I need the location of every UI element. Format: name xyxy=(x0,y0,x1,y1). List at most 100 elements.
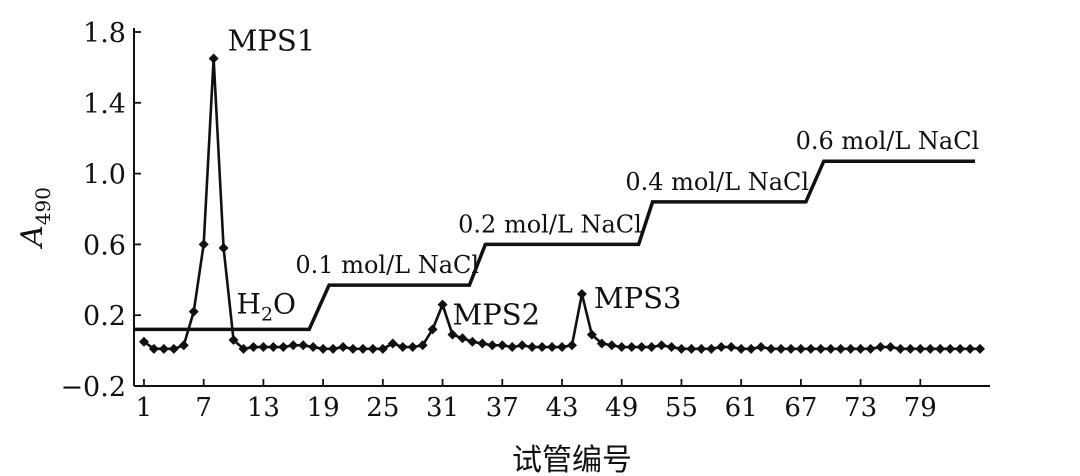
data-point xyxy=(198,239,209,250)
data-point xyxy=(766,343,777,354)
x-tick-label: 43 xyxy=(545,393,578,423)
x-tick-label: 19 xyxy=(307,393,340,423)
data-point xyxy=(467,336,478,347)
x-tick-label: 1 xyxy=(136,393,153,423)
data-point xyxy=(168,343,179,354)
absorbance-series xyxy=(138,53,986,354)
data-point xyxy=(785,343,796,354)
elution-step-path xyxy=(134,159,976,332)
x-tick-label: 7 xyxy=(195,393,212,423)
data-point xyxy=(885,342,896,353)
data-point xyxy=(158,343,169,354)
data-point xyxy=(696,343,707,354)
step-label-nacl: 0.4 mol/L NaCl xyxy=(625,168,809,196)
data-point xyxy=(347,343,358,354)
step-label-water-sub: 2 xyxy=(261,303,273,325)
x-tick-label: 49 xyxy=(605,393,638,423)
data-point xyxy=(417,340,428,351)
x-axis-label: 试管编号 xyxy=(512,443,632,476)
step-label-nacl: 0.1 mol/L NaCl xyxy=(295,251,479,279)
data-point xyxy=(258,342,269,353)
step-label-water-suffix: O xyxy=(273,287,296,320)
data-point xyxy=(268,342,279,353)
y-tick-label: 1.4 xyxy=(83,89,126,120)
chart-labels: H2O 0.1 mol/L NaCl 0.2 mol/L NaCl 0.4 mol/L… xyxy=(228,24,980,332)
data-point xyxy=(367,343,378,354)
data-point xyxy=(566,340,577,351)
data-point xyxy=(288,340,299,351)
data-point xyxy=(437,299,448,310)
y-tick-label: 0.2 xyxy=(83,301,126,332)
data-point xyxy=(557,342,567,353)
data-point xyxy=(825,343,836,354)
data-point xyxy=(895,343,906,354)
y-tick-label: 1.8 xyxy=(83,18,126,49)
x-tick-label: 37 xyxy=(486,393,519,423)
y-axis-label-main: A xyxy=(15,225,50,250)
step-label-nacl: 0.2 mol/L NaCl xyxy=(458,210,642,238)
data-point xyxy=(746,343,757,354)
x-tick-label: 61 xyxy=(725,393,758,423)
data-point xyxy=(527,342,538,353)
data-point xyxy=(646,342,657,353)
data-point xyxy=(775,343,786,354)
data-point xyxy=(248,342,259,353)
data-point xyxy=(855,343,866,354)
data-point xyxy=(387,338,398,349)
step-label-water: H2O xyxy=(237,287,296,325)
data-point xyxy=(377,343,388,354)
peak-label: MPS3 xyxy=(594,281,682,315)
data-point xyxy=(915,343,926,354)
data-point xyxy=(716,342,727,353)
data-point xyxy=(328,343,339,354)
data-point xyxy=(278,342,289,353)
peak-label: MPS2 xyxy=(453,298,541,332)
data-point xyxy=(925,343,936,354)
data-point xyxy=(726,342,737,353)
data-point xyxy=(178,340,189,351)
peak-label: MPS1 xyxy=(228,24,316,58)
data-point xyxy=(626,342,637,353)
data-point xyxy=(586,329,597,340)
x-tick-label: 13 xyxy=(247,393,280,423)
data-point xyxy=(835,343,846,354)
data-point xyxy=(238,343,249,354)
data-point xyxy=(706,343,717,354)
data-point xyxy=(407,342,418,353)
data-point xyxy=(875,342,886,353)
data-point xyxy=(616,342,627,353)
step-label-nacl: 0.6 mol/L NaCl xyxy=(796,127,980,155)
y-axis-label: A490 xyxy=(15,187,55,250)
x-tick-label: 25 xyxy=(366,393,399,423)
data-point xyxy=(507,342,518,353)
y-tick-label: −0.2 xyxy=(60,372,126,403)
data-point xyxy=(965,343,976,354)
data-point xyxy=(736,343,747,354)
data-point xyxy=(805,343,816,354)
data-point xyxy=(795,343,806,354)
data-point xyxy=(905,343,916,354)
data-point xyxy=(676,343,687,354)
data-point xyxy=(138,336,149,347)
data-point xyxy=(975,343,986,354)
data-point xyxy=(935,343,946,354)
y-axis-label-sub: 490 xyxy=(31,187,55,225)
data-point xyxy=(815,343,826,354)
data-point xyxy=(457,333,468,344)
data-point xyxy=(447,329,458,340)
data-point xyxy=(537,342,548,353)
data-point xyxy=(656,340,667,351)
data-point xyxy=(338,342,349,353)
data-point xyxy=(517,340,528,351)
y-tick-label: 1.0 xyxy=(83,160,126,191)
data-point xyxy=(188,306,199,317)
x-tick-label: 73 xyxy=(844,393,877,423)
step-label-water-main: H xyxy=(237,287,261,320)
data-point xyxy=(845,343,856,354)
axes: −0.2 0.2 0.6 1.0 1.4 1.8 1 7 13 19 25 31 37 43 49 55 61 6… xyxy=(15,18,990,476)
data-point xyxy=(686,343,697,354)
data-point xyxy=(208,53,219,64)
data-point xyxy=(945,343,956,354)
data-point xyxy=(547,342,558,353)
